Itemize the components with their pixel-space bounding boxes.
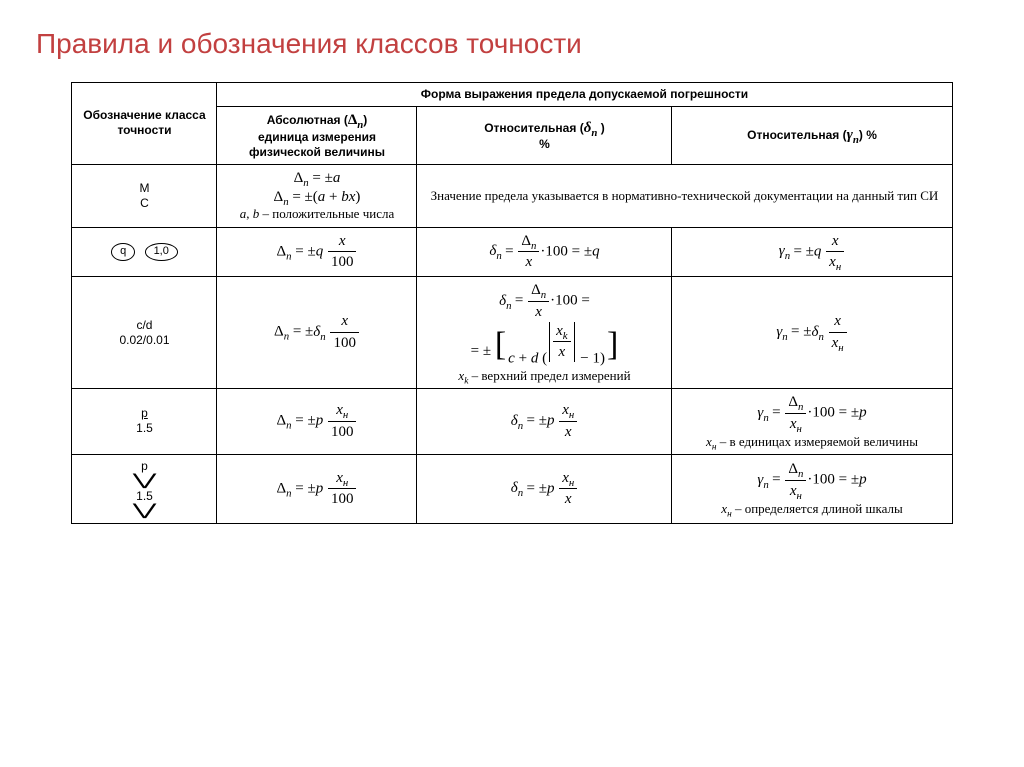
header-relative-gamma: Относительная (γn) % [672, 107, 952, 165]
abs-cell: Δn = ±δn x100 [217, 277, 417, 389]
designation-cell: p 1.5 [72, 389, 217, 455]
accuracy-classes-table: Обозначение класса точности Форма выраже… [71, 82, 952, 524]
abs-cell: Δn = ±q x100 [217, 227, 417, 277]
gamma-cell: γn = ±δn xxн [672, 277, 952, 389]
rel-cell: δn = Δnx·100 = ±q [417, 227, 672, 277]
abs-cell: Δn = ±p xн100 [217, 454, 417, 523]
designation-cell: c/d 0.02/0.01 [72, 277, 217, 389]
rel-cell: δn = Δnx·100 = = ± [ c + d (xkx − 1) ] x… [417, 277, 672, 389]
table-header-row: Обозначение класса точности Форма выраже… [72, 83, 952, 107]
designation-cell: q 1,0 [72, 227, 217, 277]
chevron-down-icon: ⋁ [133, 476, 157, 486]
slide-title: Правила и обозначения классов точности [36, 28, 988, 60]
chevron-down-icon: ⋁ [133, 506, 157, 516]
header-absolute: Абсолютная (Δn) единица измерения физиче… [217, 107, 417, 165]
header-designation: Обозначение класса точности [72, 83, 217, 165]
abs-cell: Δn = ±a Δn = ±(a + bx) a, b – положитель… [217, 164, 417, 227]
gamma-cell: γn = Δnxн·100 = ±p xн – определяется дли… [672, 454, 952, 523]
designation-cell: p ⋁ 1.5 ⋁ [72, 454, 217, 523]
header-group: Форма выражения предела допускаемой погр… [217, 83, 952, 107]
table-row: p ⋁ 1.5 ⋁ Δn = ±p xн100 δn = ±p xнx γn =… [72, 454, 952, 523]
table-row: c/d 0.02/0.01 Δn = ±δn x100 δn = Δnx·100… [72, 277, 952, 389]
header-relative-delta: Относительная (δn ) % [417, 107, 672, 165]
slide: Правила и обозначения классов точности О… [0, 0, 1024, 544]
gamma-cell: γn = ±q xxн [672, 227, 952, 277]
table-row: p 1.5 Δn = ±p xн100 δn = ±p xнx γn = Δnx… [72, 389, 952, 455]
table-row: q 1,0 Δn = ±q x100 δn = Δnx·100 = ±q γn … [72, 227, 952, 277]
table-row: M C Δn = ±a Δn = ±(a + bx) a, b – положи… [72, 164, 952, 227]
abs-cell: Δn = ±p xн100 [217, 389, 417, 455]
merged-note-cell: Значение предела указывается в нормативн… [417, 164, 952, 227]
designation-cell: M C [72, 164, 217, 227]
rel-cell: δn = ±p xнx [417, 389, 672, 455]
gamma-cell: γn = Δnxн·100 = ±p xн – в единицах измер… [672, 389, 952, 455]
rel-cell: δn = ±p xнx [417, 454, 672, 523]
